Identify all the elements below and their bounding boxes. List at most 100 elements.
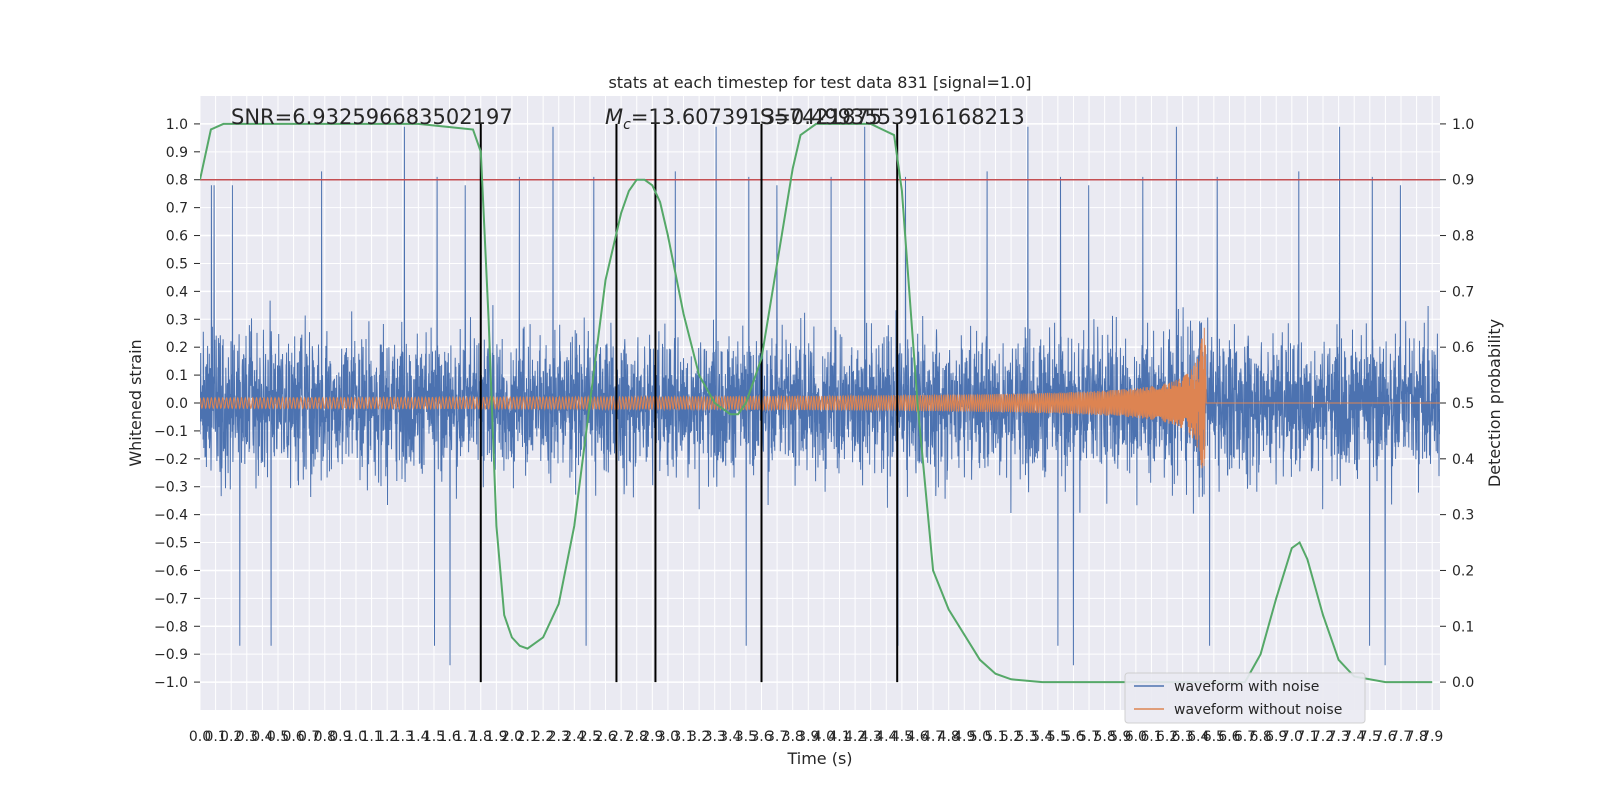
y2-tick-label: 0.7: [1452, 284, 1474, 300]
x-tick-label: 7.4: [1343, 729, 1365, 745]
x-tick-label: 1.9: [485, 729, 507, 745]
x-tick-label: 1.0: [345, 729, 367, 745]
x-tick-label: 3.8: [782, 729, 804, 745]
annotation-snr: SNR=6.932596683502197: [231, 105, 513, 129]
y-axis-right-label: Detection probability: [1485, 319, 1504, 487]
y-tick-label: 0.8: [166, 173, 188, 189]
x-tick-label: 5.7: [1078, 729, 1100, 745]
x-tick-label: 2.0: [501, 729, 523, 745]
annotation-mc-subscript: c: [623, 117, 631, 133]
x-tick-label: 5.0: [969, 729, 991, 745]
x-tick-label: 3.3: [704, 729, 726, 745]
annotation-mc-symbol: M: [605, 105, 623, 129]
x-tick-label: 0.5: [267, 729, 289, 745]
y2-tick-label: 0.4: [1452, 452, 1474, 468]
x-tick-label: 0.9: [329, 729, 351, 745]
annotation-second-value: S=0.4993553916168213: [760, 105, 1025, 129]
x-tick-label: 4.3: [860, 729, 882, 745]
legend: waveform with noise waveform without noi…: [1124, 672, 1366, 724]
x-tick-label: 3.9: [797, 729, 819, 745]
x-tick-label: 6.2: [1156, 729, 1178, 745]
x-tick-label: 4.8: [938, 729, 960, 745]
x-tick-label: 5.8: [1094, 729, 1116, 745]
series-waveform-without-noise: [200, 327, 1440, 469]
x-tick-label: 4.2: [844, 729, 866, 745]
y-tick-label: 0.7: [166, 201, 188, 217]
x-tick-label: 4.6: [906, 729, 928, 745]
x-tick-label: 4.4: [875, 729, 897, 745]
y2-tick-label: 0.6: [1452, 340, 1474, 356]
x-tick-label: 2.2: [532, 729, 554, 745]
x-tick-label: 7.5: [1359, 729, 1381, 745]
x-tick-label: 0.6: [282, 729, 304, 745]
x-tick-label: 3.4: [719, 729, 741, 745]
y2-tick-label: 1.0: [1452, 117, 1474, 133]
x-tick-label: 0.7: [298, 729, 320, 745]
y-tick-label: −0.5: [154, 536, 188, 552]
x-tick-label: 7.7: [1390, 729, 1412, 745]
y-tick-label: −0.6: [154, 563, 188, 579]
x-tick-label: 7.8: [1405, 729, 1427, 745]
x-tick-label: 5.2: [1000, 729, 1022, 745]
x-tick-label: 1.2: [376, 729, 398, 745]
y-axis-left-ticks: −1.0 −0.9 −0.8 −0.7 −0.6 −0.5 −0.4 −0.3 −0.2 −0.1…: [154, 117, 200, 691]
x-tick-label: 2.9: [641, 729, 663, 745]
x-tick-label: 7.9: [1421, 729, 1443, 745]
x-tick-label: 0.1: [204, 729, 226, 745]
x-tick-label: 1.7: [454, 729, 476, 745]
y-tick-label: −0.1: [154, 424, 188, 440]
x-tick-label: 0.0: [189, 729, 211, 745]
x-tick-label: 5.1: [984, 729, 1006, 745]
x-tick-label: 2.5: [579, 729, 601, 745]
x-tick-label: 6.5: [1203, 729, 1225, 745]
y-tick-label: −0.3: [154, 480, 188, 496]
x-tick-label: 4.0: [813, 729, 835, 745]
x-tick-label: 1.1: [360, 729, 382, 745]
x-tick-label: 3.0: [657, 729, 679, 745]
x-tick-label: 3.7: [766, 729, 788, 745]
x-tick-label: 5.6: [1062, 729, 1084, 745]
x-tick-label: 7.3: [1327, 729, 1349, 745]
x-axis-ticks: 0.00.10.20.30.40.50.60.70.80.91.01.11.21…: [189, 729, 1443, 745]
legend-label-waveform-without-noise: waveform without noise: [1174, 702, 1342, 718]
y2-tick-label: 0.2: [1452, 563, 1474, 579]
x-tick-label: 7.2: [1312, 729, 1334, 745]
x-tick-label: 6.4: [1187, 729, 1209, 745]
y-axis-right-ticks: 0.0 0.1 0.2 0.3 0.4 0.5 0.6 0.7 0.8 0.9 1.0: [1440, 117, 1474, 691]
x-tick-label: 2.7: [610, 729, 632, 745]
y-tick-label: 0.9: [166, 145, 188, 161]
x-tick-label: 5.3: [1016, 729, 1038, 745]
y-tick-label: 0.5: [166, 256, 188, 272]
x-tick-label: 6.8: [1249, 729, 1271, 745]
y-tick-label: −0.7: [154, 591, 188, 607]
y2-tick-label: 0.0: [1452, 675, 1474, 691]
x-tick-label: 7.6: [1374, 729, 1396, 745]
y-tick-label: −1.0: [154, 675, 188, 691]
y-tick-label: −0.4: [154, 508, 188, 524]
x-tick-label: 2.4: [563, 729, 585, 745]
y-tick-label: −0.9: [154, 647, 188, 663]
x-tick-label: 4.5: [891, 729, 913, 745]
x-tick-label: 3.1: [672, 729, 694, 745]
y-tick-label: 0.0: [166, 396, 188, 412]
x-tick-label: 0.2: [220, 729, 242, 745]
x-tick-label: 6.3: [1172, 729, 1194, 745]
x-tick-label: 2.8: [626, 729, 648, 745]
x-tick-label: 3.2: [688, 729, 710, 745]
x-tick-label: 4.9: [953, 729, 975, 745]
x-tick-label: 1.4: [407, 729, 429, 745]
chart-title: stats at each timestep for test data 831…: [608, 73, 1031, 92]
x-tick-label: 1.5: [423, 729, 445, 745]
y-tick-label: 0.3: [166, 312, 188, 328]
y2-tick-label: 0.3: [1452, 508, 1474, 524]
annotation-mc-value: =13.607391357421875: [631, 105, 882, 129]
x-tick-label: 6.7: [1234, 729, 1256, 745]
x-tick-label: 0.8: [314, 729, 336, 745]
x-tick-label: 1.3: [392, 729, 414, 745]
y2-tick-label: 0.5: [1452, 396, 1474, 412]
x-tick-label: 5.5: [1047, 729, 1069, 745]
y-tick-label: 1.0: [166, 117, 188, 133]
x-tick-label: 1.6: [438, 729, 460, 745]
x-tick-label: 7.1: [1296, 729, 1318, 745]
